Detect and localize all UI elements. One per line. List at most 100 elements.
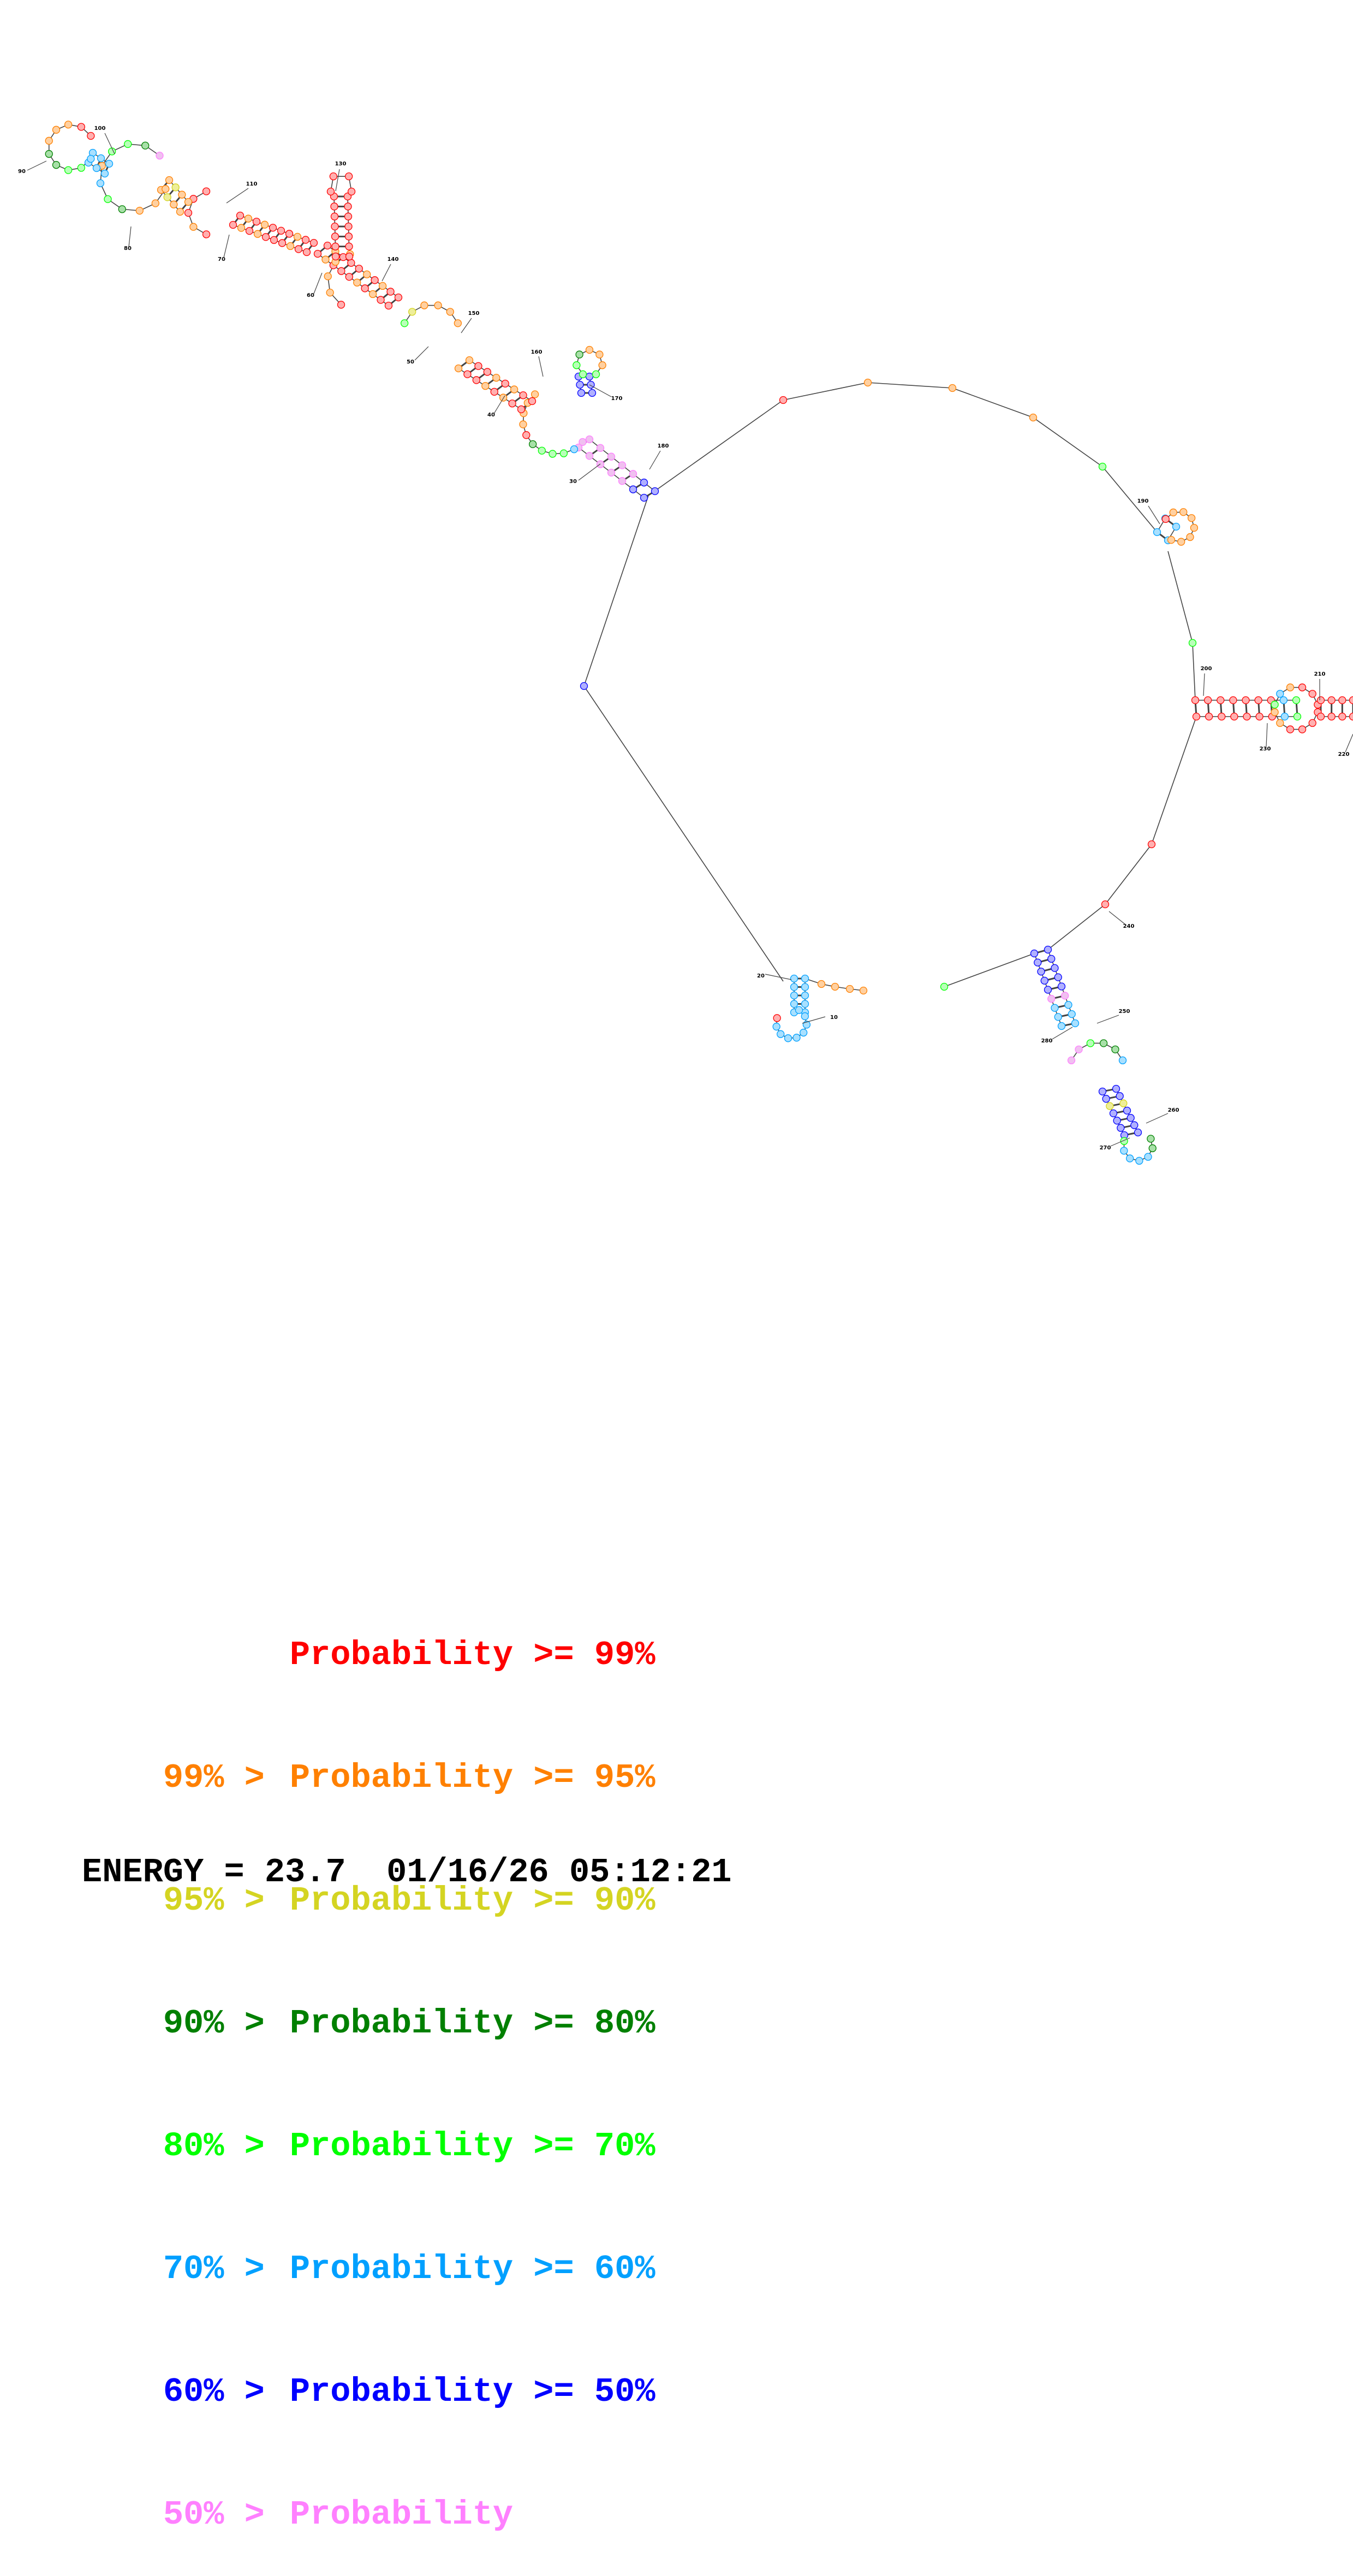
nucleotide: [532, 391, 539, 398]
nucleotide: [185, 210, 192, 217]
backbone-segment: [952, 388, 1033, 418]
nucleotide: [1099, 463, 1106, 470]
numbering-tick: [27, 161, 46, 170]
numbering-tick: [382, 264, 391, 281]
numbering-tick: [314, 273, 322, 294]
nucleotide: [87, 133, 94, 140]
nucleotide: [354, 279, 361, 286]
nucleotide: [576, 381, 583, 389]
nucleotide: [1277, 690, 1284, 697]
nucleotide: [230, 222, 237, 229]
position-label: 20: [757, 973, 765, 979]
nucleotide: [1339, 697, 1346, 704]
nucleotide: [361, 285, 368, 292]
nucleotide: [1280, 697, 1287, 704]
nucleotide: [295, 246, 302, 253]
nucleotide: [1242, 697, 1249, 704]
nucleotide: [596, 351, 603, 358]
nucleotide: [371, 277, 378, 284]
position-label: 160: [531, 349, 543, 355]
nucleotide: [346, 253, 353, 260]
nucleotide: [1131, 1122, 1138, 1129]
nucleotide: [1294, 713, 1301, 720]
nucleotide: [238, 224, 245, 231]
nucleotide: [338, 267, 345, 275]
nucleotide: [162, 186, 169, 193]
numbering-tick: [224, 235, 229, 258]
nucleotide: [1147, 1135, 1154, 1142]
nucleotide: [1126, 1155, 1134, 1162]
position-label: 50: [407, 359, 414, 365]
nucleotide: [818, 981, 825, 988]
nucleotide: [1170, 509, 1177, 516]
numbering-tick: [1266, 723, 1267, 747]
nucleotide: [345, 273, 353, 281]
nucleotide: [773, 1015, 780, 1022]
nucleotide: [529, 398, 536, 405]
nucleotide: [1281, 713, 1288, 720]
nucleotide: [1048, 995, 1055, 1003]
nucleotide: [1309, 690, 1316, 697]
nucleotide: [1054, 1013, 1062, 1021]
position-label: 280: [1041, 1038, 1053, 1044]
nucleotide: [446, 308, 454, 315]
nucleotide: [784, 1035, 791, 1042]
nucleotide: [1154, 529, 1161, 536]
nucleotide: [1135, 1129, 1142, 1136]
numbering-tick: [1146, 1113, 1168, 1123]
nucleotide: [203, 231, 210, 238]
legend-row-5: 80% > Probability >= 70%: [82, 2085, 655, 2126]
nucleotide: [482, 383, 489, 390]
nucleotide: [1299, 726, 1306, 733]
nucleotide: [302, 236, 309, 243]
nucleotide: [1048, 955, 1055, 962]
nucleotide: [330, 173, 337, 180]
nucleotide: [345, 173, 353, 180]
nucleotide: [1113, 1086, 1120, 1093]
position-label: 100: [94, 126, 106, 132]
nucleotide: [355, 265, 362, 272]
position-label: 90: [18, 169, 26, 175]
nucleotide: [464, 371, 471, 378]
nucleotide: [520, 421, 527, 428]
nucleotide: [475, 362, 482, 369]
nucleotide: [1148, 841, 1155, 848]
nucleotide: [53, 162, 60, 169]
nucleotide: [65, 166, 72, 174]
nucleotide: [1187, 534, 1194, 541]
nucleotide: [1058, 983, 1065, 990]
legend-text: Probability >= 70%: [290, 2127, 655, 2166]
nucleotide: [1054, 974, 1062, 981]
nucleotide: [1120, 1147, 1128, 1154]
nucleotide: [1051, 964, 1058, 971]
numbering-tick: [1203, 673, 1205, 696]
nucleotide: [287, 242, 294, 249]
nucleotide: [1350, 697, 1353, 704]
nucleotide: [314, 251, 321, 258]
legend-text: Probability: [290, 2495, 513, 2534]
nucleotide: [800, 1029, 807, 1036]
nucleotide: [652, 488, 659, 495]
nucleotide: [484, 368, 491, 375]
nucleotide: [142, 142, 149, 149]
backbone-segment: [584, 496, 648, 686]
nucleotide: [1231, 713, 1238, 720]
nucleotide: [586, 452, 593, 460]
nucleotide: [1192, 697, 1199, 704]
nucleotide: [326, 289, 333, 296]
nucleotide: [65, 121, 72, 128]
nucleotide: [271, 236, 278, 243]
nucleotide: [324, 273, 331, 280]
legend-row-8: 50% > Probability: [82, 2453, 655, 2494]
nucleotide: [270, 224, 277, 231]
nucleotide: [793, 1034, 800, 1041]
nucleotide: [166, 177, 173, 184]
nucleotide: [608, 469, 615, 476]
backbone-segment: [944, 953, 1034, 987]
nucleotide: [796, 1006, 803, 1013]
nucleotide: [152, 200, 159, 207]
position-label: 150: [468, 311, 480, 317]
nucleotide: [1099, 1088, 1106, 1095]
numbering-tick: [539, 356, 543, 377]
nucleotide: [45, 137, 52, 144]
